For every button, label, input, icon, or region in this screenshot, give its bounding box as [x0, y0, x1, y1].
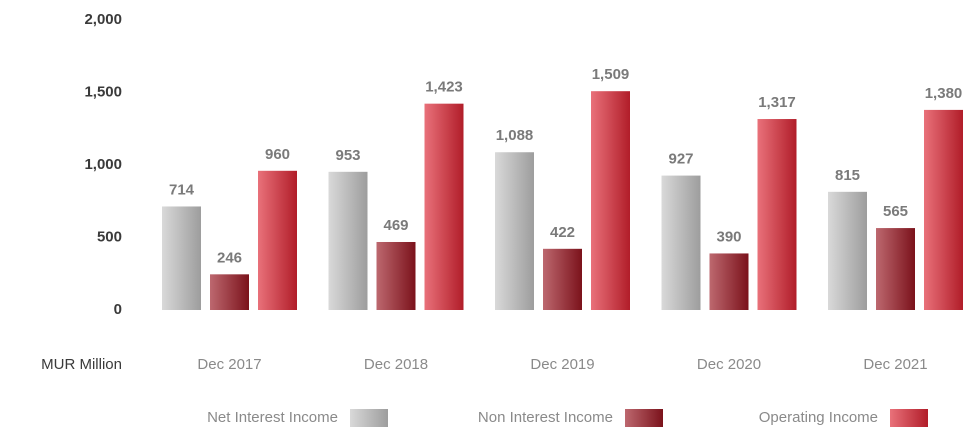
value-label: 565: [883, 203, 908, 220]
value-label: 422: [550, 224, 575, 241]
value-label: 1,317: [758, 94, 796, 111]
bar: [709, 253, 749, 310]
bar: [495, 152, 534, 310]
bar: [424, 103, 464, 310]
value-label: 1,088: [496, 127, 534, 144]
value-label: 815: [835, 167, 860, 184]
x-tick-label: Dec 2017: [197, 356, 261, 373]
x-tick-label: Dec 2021: [863, 356, 927, 373]
bar: [828, 191, 867, 310]
value-label: 927: [668, 151, 693, 168]
y-tick-label: 2,000: [84, 11, 122, 28]
bar: [162, 206, 201, 310]
y-tick-label: 1,500: [84, 83, 122, 100]
bar: [376, 241, 416, 310]
bar: [924, 109, 963, 311]
bar: [543, 248, 582, 310]
bar: [757, 119, 797, 310]
y-tick-label: 0: [114, 301, 122, 318]
value-label: 953: [335, 147, 360, 164]
value-label: 1,509: [592, 66, 630, 83]
value-label: 960: [265, 146, 290, 163]
bar: [876, 228, 915, 310]
legend-label: Operating Income: [759, 409, 878, 426]
y-axis-label: MUR Million: [41, 356, 122, 373]
x-tick-label: Dec 2018: [364, 356, 428, 373]
legend-label: Net Interest Income: [207, 409, 338, 426]
y-tick-label: 500: [97, 228, 122, 245]
bar: [258, 170, 297, 310]
value-label: 390: [716, 228, 741, 245]
value-label: 1,380: [925, 85, 963, 102]
legend-swatch: [350, 409, 388, 427]
legend-label: Non Interest Income: [478, 409, 613, 426]
legend-swatch: [890, 409, 928, 427]
value-label: 246: [217, 249, 242, 266]
bar: [591, 91, 630, 310]
bar: [328, 171, 368, 310]
value-label: 469: [383, 217, 408, 234]
bar: [661, 175, 701, 310]
bar: [210, 274, 249, 310]
legend-swatch: [625, 409, 663, 427]
value-label: 1,423: [425, 79, 463, 96]
x-tick-label: Dec 2019: [530, 356, 594, 373]
value-label: 714: [169, 181, 195, 198]
x-tick-label: Dec 2020: [697, 356, 761, 373]
y-tick-label: 1,000: [84, 156, 122, 173]
